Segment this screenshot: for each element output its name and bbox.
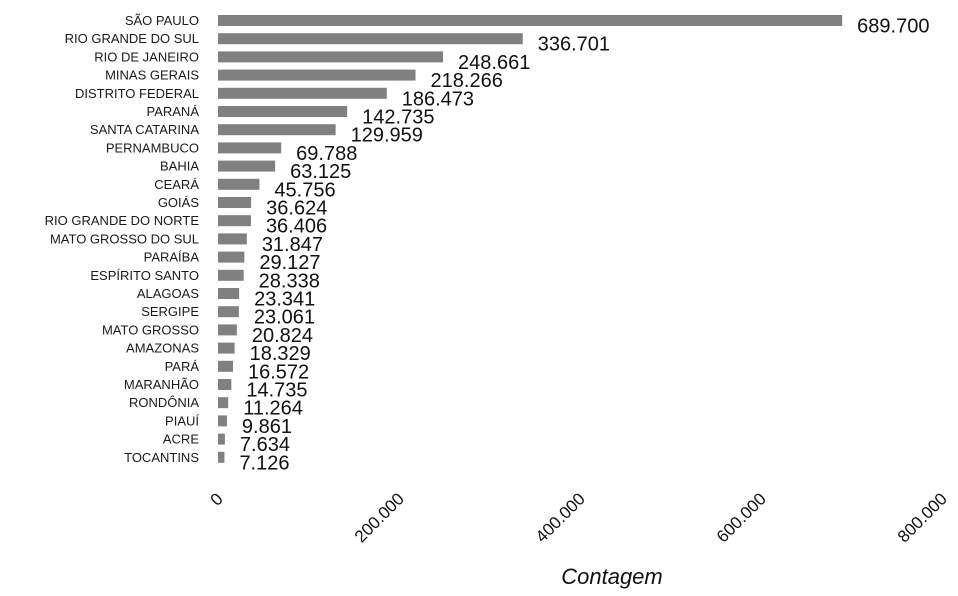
bar — [218, 124, 336, 136]
value-label: 36.406 — [266, 216, 327, 238]
bar — [218, 451, 225, 463]
bar — [218, 178, 260, 190]
x-tick-label: 400.000 — [532, 489, 589, 546]
value-label: 18.329 — [250, 343, 311, 365]
category-label: RIO GRANDE DO NORTE — [45, 213, 200, 228]
category-label: RONDÔNIA — [129, 395, 199, 410]
category-label: PIAUÍ — [165, 413, 199, 428]
bar — [218, 324, 237, 336]
bar — [218, 251, 245, 263]
bar — [218, 342, 235, 354]
bar — [218, 33, 523, 45]
value-label: 689.700 — [857, 16, 929, 38]
category-label: DISTRITO FEDERAL — [75, 86, 199, 101]
category-label: MATO GROSSO DO SUL — [50, 231, 199, 246]
bar — [218, 288, 240, 299]
value-label: 336.701 — [538, 34, 610, 56]
category-label: ACRE — [163, 432, 199, 447]
category-label: PERNAMBUCO — [106, 140, 199, 155]
x-axis-title: Contagem — [561, 564, 663, 589]
bar — [218, 215, 251, 227]
bar — [218, 306, 239, 318]
x-tick-label: 0 — [207, 489, 227, 509]
value-label: 23.061 — [254, 307, 315, 329]
x-tick-label: 800.000 — [894, 489, 951, 546]
bar — [218, 15, 843, 26]
value-label: 63.125 — [290, 161, 351, 183]
value-label: 20.824 — [252, 325, 313, 347]
bar — [218, 233, 247, 245]
value-label: 186.473 — [402, 88, 474, 110]
category-label: GOIÁS — [158, 195, 200, 210]
category-label: BAHIA — [160, 159, 199, 174]
category-label: AMAZONAS — [126, 341, 199, 356]
category-label: ESPÍRITO SANTO — [90, 268, 199, 283]
value-label: 45.756 — [274, 179, 335, 201]
category-label: ALAGOAS — [137, 286, 199, 301]
bar — [218, 269, 244, 281]
category-label: SANTA CATARINA — [90, 122, 199, 137]
value-label: 11.264 — [243, 398, 303, 420]
category-label: CEARÁ — [154, 177, 199, 192]
value-label: 7.126 — [239, 452, 289, 474]
value-labels: 689.700 336.701 248.661218.266186.473142.7… — [239, 16, 929, 475]
category-label: SÃO PAULO — [125, 13, 199, 28]
bars-group — [218, 15, 843, 463]
value-label: 129.959 — [351, 125, 423, 147]
bar — [218, 87, 387, 99]
value-label: 218.266 — [431, 70, 503, 92]
bar — [218, 106, 348, 117]
x-tick-label: 600.000 — [713, 489, 770, 546]
bar — [218, 197, 252, 208]
category-label: RIO GRANDE DO SUL — [65, 31, 199, 46]
x-tick-label: 200.000 — [351, 489, 408, 546]
value-label: 248.661 — [458, 52, 530, 74]
category-label: PARANÁ — [147, 104, 200, 119]
bar — [218, 160, 276, 172]
value-label: 69.788 — [296, 143, 357, 165]
category-label: MARANHÃO — [124, 377, 199, 392]
value-label: 142.735 — [362, 107, 434, 129]
value-label: 16.572 — [248, 361, 309, 383]
category-label: SERGIPE — [141, 304, 199, 319]
value-label: 23.341 — [254, 289, 315, 311]
bar — [218, 397, 229, 409]
bar — [218, 360, 233, 372]
category-labels: SÃO PAULO RIO GRANDE DO SUL RIO DE JANEIRO… — [45, 13, 200, 465]
x-tick-labels: 0 200.000 400.000 600.000 800.000 — [207, 489, 951, 546]
bar — [218, 379, 232, 390]
bar — [218, 51, 444, 63]
category-label: TOCANTINS — [124, 450, 199, 465]
category-label: PARAÍBA — [144, 250, 200, 265]
value-label: 9.861 — [242, 416, 292, 438]
bar — [218, 69, 416, 81]
bar — [218, 415, 227, 427]
category-label: MATO GROSSO — [102, 322, 199, 337]
bar — [218, 142, 282, 154]
value-label: 36.624 — [266, 198, 327, 220]
value-label: 29.127 — [259, 252, 320, 274]
value-label: 31.847 — [262, 234, 323, 256]
category-label: MINAS GERAIS — [105, 68, 199, 83]
category-label: PARÁ — [165, 359, 200, 374]
bar — [218, 433, 225, 445]
value-label: 7.634 — [240, 434, 290, 456]
value-label: 28.338 — [259, 270, 320, 292]
category-label: RIO DE JANEIRO — [94, 49, 199, 64]
value-label: 14.735 — [246, 380, 307, 402]
